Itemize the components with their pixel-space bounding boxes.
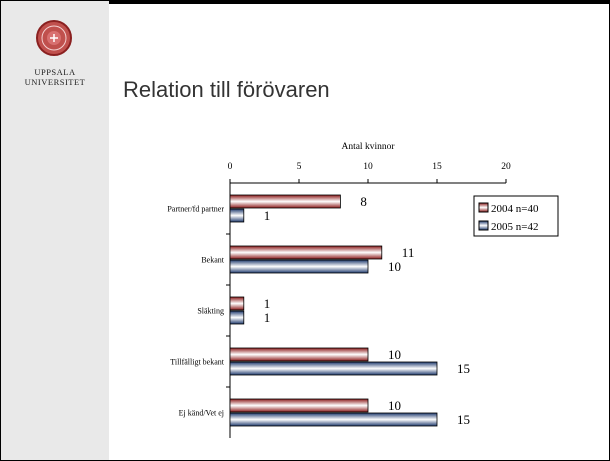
legend-label: 2005 n=42 — [491, 221, 538, 233]
bar — [230, 246, 382, 259]
data-label: 8 — [360, 194, 367, 209]
bar — [230, 311, 244, 324]
data-label: 10 — [388, 259, 401, 274]
bar — [230, 260, 368, 273]
data-label: 15 — [457, 412, 470, 427]
bar — [230, 399, 368, 412]
bar — [230, 297, 244, 310]
data-label: 1 — [264, 208, 271, 223]
x-tick-label: 5 — [297, 162, 302, 172]
data-label: 10 — [388, 347, 401, 362]
legend-label: 2004 n=40 — [491, 203, 539, 215]
legend-swatch — [479, 221, 488, 230]
bar — [230, 362, 437, 375]
x-tick-label: 15 — [432, 162, 442, 172]
x-tick-label: 20 — [501, 162, 511, 172]
category-label: Släkting — [197, 307, 224, 316]
bar — [230, 209, 244, 222]
data-label: 11 — [402, 245, 415, 260]
bar — [230, 195, 340, 208]
category-label: Partner/fd partner — [167, 205, 224, 214]
data-label: 10 — [388, 398, 401, 413]
data-label: 1 — [264, 296, 271, 311]
x-tick-label: 0 — [228, 162, 233, 172]
category-label: Ej känd/Vet ej — [179, 409, 224, 418]
data-label: 1 — [264, 310, 271, 325]
data-label: 15 — [457, 361, 470, 376]
x-tick-label: 10 — [363, 162, 373, 172]
category-label: Bekant — [201, 256, 224, 265]
chart-title: Antal kvinnor — [341, 142, 395, 152]
bar — [230, 348, 368, 361]
category-label: Tillfälligt bekant — [170, 358, 224, 367]
bar — [230, 413, 437, 426]
legend-swatch — [479, 203, 488, 212]
